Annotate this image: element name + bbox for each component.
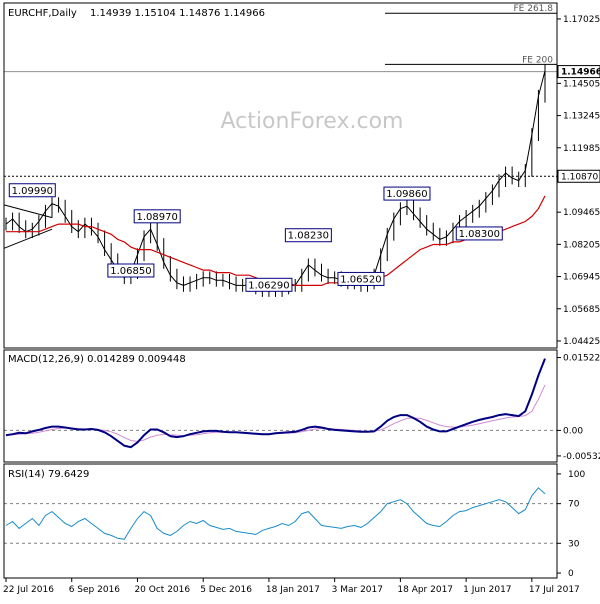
price-tick-label: 1.08205 (563, 240, 600, 250)
price-panel-frame (3, 2, 558, 349)
rsi-tick-label: 0 (568, 569, 574, 579)
swing-label: 1.06290 (248, 280, 289, 291)
price-tick-label: 1.17025 (563, 15, 600, 25)
fibo-level-label: FE 261.8 (514, 4, 554, 14)
swing-label-box (383, 186, 431, 201)
level-price-label: 1.10870 (561, 172, 598, 182)
x-axis: 22 Jul 2016 6 Sep 2016 20 Oct 2016 5 Dec 20… (3, 578, 580, 595)
macd-tick-label: 0.015223 (563, 354, 600, 364)
fibo-level-label: FE 200 (522, 55, 553, 65)
rsi-line (5, 487, 546, 540)
macd-panel-frame (3, 349, 558, 463)
ohlc-readout: 1.14939 1.15104 1.14876 1.14966 (90, 8, 265, 19)
current-price-label: 1.14966 (561, 68, 600, 78)
swing-label: 1.09860 (386, 189, 427, 200)
watermark: ActionForex.com (221, 109, 404, 134)
swing-label-box (133, 209, 181, 224)
x-tick-label: 3 Mar 2017 (332, 585, 383, 595)
macd-line (5, 358, 546, 449)
price-tick-label: 1.06945 (563, 273, 600, 283)
swing-label-box (245, 277, 293, 292)
swing-label-box (337, 271, 385, 286)
swing-label: 1.08230 (288, 231, 329, 242)
chart-title: EURCHF,Daily (8, 8, 77, 19)
swing-label: 1.08300 (459, 229, 500, 240)
swing-label: 1.06520 (340, 274, 381, 285)
swing-label-box (107, 263, 155, 278)
price-panel: 1.17025 1.14505 1.13245 1.11985 1.09465 1.082… (3, 4, 600, 347)
rsi-title: RSI(14) 79.6429 (8, 469, 89, 480)
rsi-tick-label: 30 (568, 539, 580, 549)
macd-tick-label: -0.005329 (563, 452, 600, 462)
swing-label: 1.06850 (110, 266, 151, 277)
rsi-panel-frame (3, 463, 558, 579)
macd-title: MACD(12,26,9) 0.014289 0.009448 (8, 354, 186, 365)
current-price-box (557, 65, 600, 79)
triangle-lower-line (3, 228, 53, 249)
swing-label: 1.09990 (12, 186, 53, 197)
level-price-box (557, 169, 600, 183)
macd-tick-label: 0.00 (563, 426, 583, 436)
x-tick-label: 1 Jun 2017 (463, 585, 511, 595)
x-tick-label: 22 Jul 2016 (3, 585, 54, 595)
price-tick-label: 1.13245 (563, 112, 600, 122)
price-tick-label: 1.14505 (563, 79, 600, 89)
triangle-upper-line (3, 204, 53, 219)
rsi-tick-label: 100 (568, 470, 585, 480)
rsi-tick-label: 70 (568, 500, 580, 510)
x-tick-label: 6 Sep 2016 (69, 585, 121, 595)
macd-panel: 0.015223 0.00 -0.005329 (4, 354, 600, 462)
price-tick-label: 1.11985 (563, 144, 600, 154)
x-tick-label: 18 Apr 2017 (397, 585, 453, 595)
x-tick-label: 18 Jan 2017 (266, 585, 320, 595)
swing-label: 1.08970 (137, 212, 178, 223)
rsi-panel: 100 70 30 0 (4, 470, 585, 579)
x-tick-label: 5 Dec 2016 (200, 585, 252, 595)
price-tick-label: 1.04425 (563, 337, 600, 347)
price-tick-label: 1.09465 (563, 208, 600, 218)
x-tick-label: 17 Jul 2017 (529, 585, 580, 595)
swing-label-box (8, 183, 56, 198)
x-tick-label: 20 Oct 2016 (134, 585, 190, 595)
swing-label-box (284, 228, 332, 243)
price-tick-label: 1.05685 (563, 305, 600, 315)
swing-label-box (455, 226, 503, 241)
